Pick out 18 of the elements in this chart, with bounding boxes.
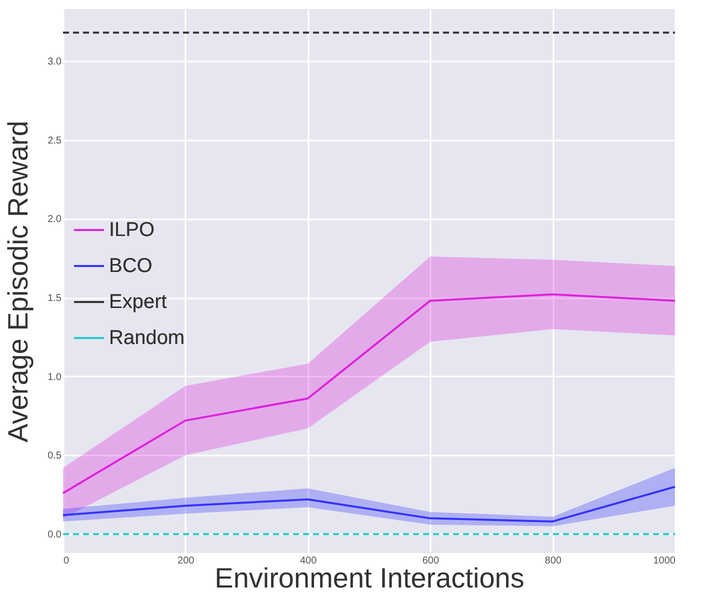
y-tick-label: 2.5 — [48, 135, 62, 146]
x-tick-label: 0 — [64, 556, 70, 566]
y-tick-label: 0.5 — [48, 450, 62, 462]
x-tick-label: 1000 — [653, 556, 676, 566]
x-tick-label: 800 — [544, 556, 562, 566]
y-tick-label: 3.0 — [48, 56, 62, 68]
y-tick-label: 0.0 — [48, 530, 62, 541]
line-series — [62, 486, 676, 522]
y-tick-label: 2.0 — [48, 214, 62, 226]
y-tick-label: 1.0 — [48, 372, 62, 383]
y-tick-label: 1.5 — [48, 293, 62, 304]
legend-label: BCO — [109, 255, 152, 277]
legend-label: ILPO — [109, 219, 155, 241]
y-axis-title: Average Episodic Reward — [2, 120, 34, 442]
x-tick-label: 200 — [178, 556, 195, 566]
legend-label: Random — [109, 327, 185, 349]
legend-label: Expert — [109, 291, 168, 313]
line-series — [62, 293, 676, 494]
